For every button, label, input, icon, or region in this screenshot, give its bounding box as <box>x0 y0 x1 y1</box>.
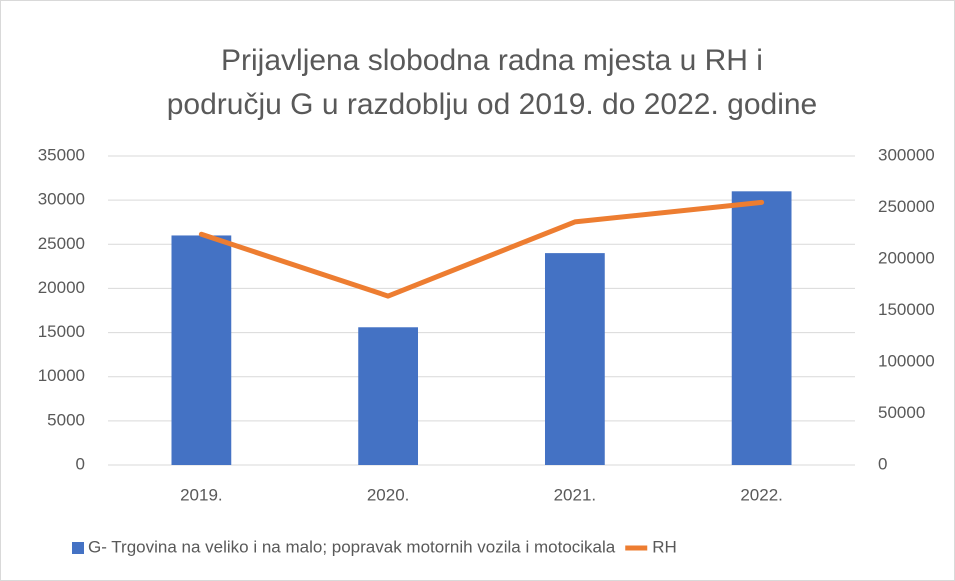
y-tick-label: 35000 <box>38 145 85 164</box>
y2-tick-label: 100000 <box>878 351 935 370</box>
y-tick-label: 5000 <box>47 410 85 429</box>
y2-tick-label: 50000 <box>878 403 925 422</box>
bar <box>731 191 792 466</box>
legend-label: RH <box>652 537 677 556</box>
y-tick-label: 25000 <box>38 234 85 253</box>
y-tick-label: 10000 <box>38 366 85 385</box>
y-tick-label: 0 <box>76 454 85 473</box>
y2-tick-label: 300000 <box>878 145 935 164</box>
y-tick-label: 30000 <box>38 190 85 209</box>
chart-title: području G u razdoblju od 2019. do 2022.… <box>167 88 818 121</box>
y2-tick-label: 200000 <box>878 248 935 267</box>
bar <box>544 253 605 465</box>
y-tick-label: 15000 <box>38 322 85 341</box>
x-tick-label: 2022. <box>740 485 783 504</box>
bar <box>171 235 232 465</box>
y2-tick-label: 150000 <box>878 300 935 319</box>
legend-label: G- Trgovina na veliko i na malo; poprava… <box>88 537 616 556</box>
legend-swatch <box>72 542 84 554</box>
x-tick-label: 2021. <box>554 485 597 504</box>
x-tick-label: 2019. <box>180 485 223 504</box>
y2-tick-label: 0 <box>878 454 887 473</box>
y2-tick-label: 250000 <box>878 197 935 216</box>
line <box>198 199 765 299</box>
chart-title: Prijavljena slobodna radna mjesta u RH i <box>221 44 763 77</box>
bar <box>358 327 419 465</box>
x-tick-label: 2020. <box>367 485 410 504</box>
y-tick-label: 20000 <box>38 278 85 297</box>
